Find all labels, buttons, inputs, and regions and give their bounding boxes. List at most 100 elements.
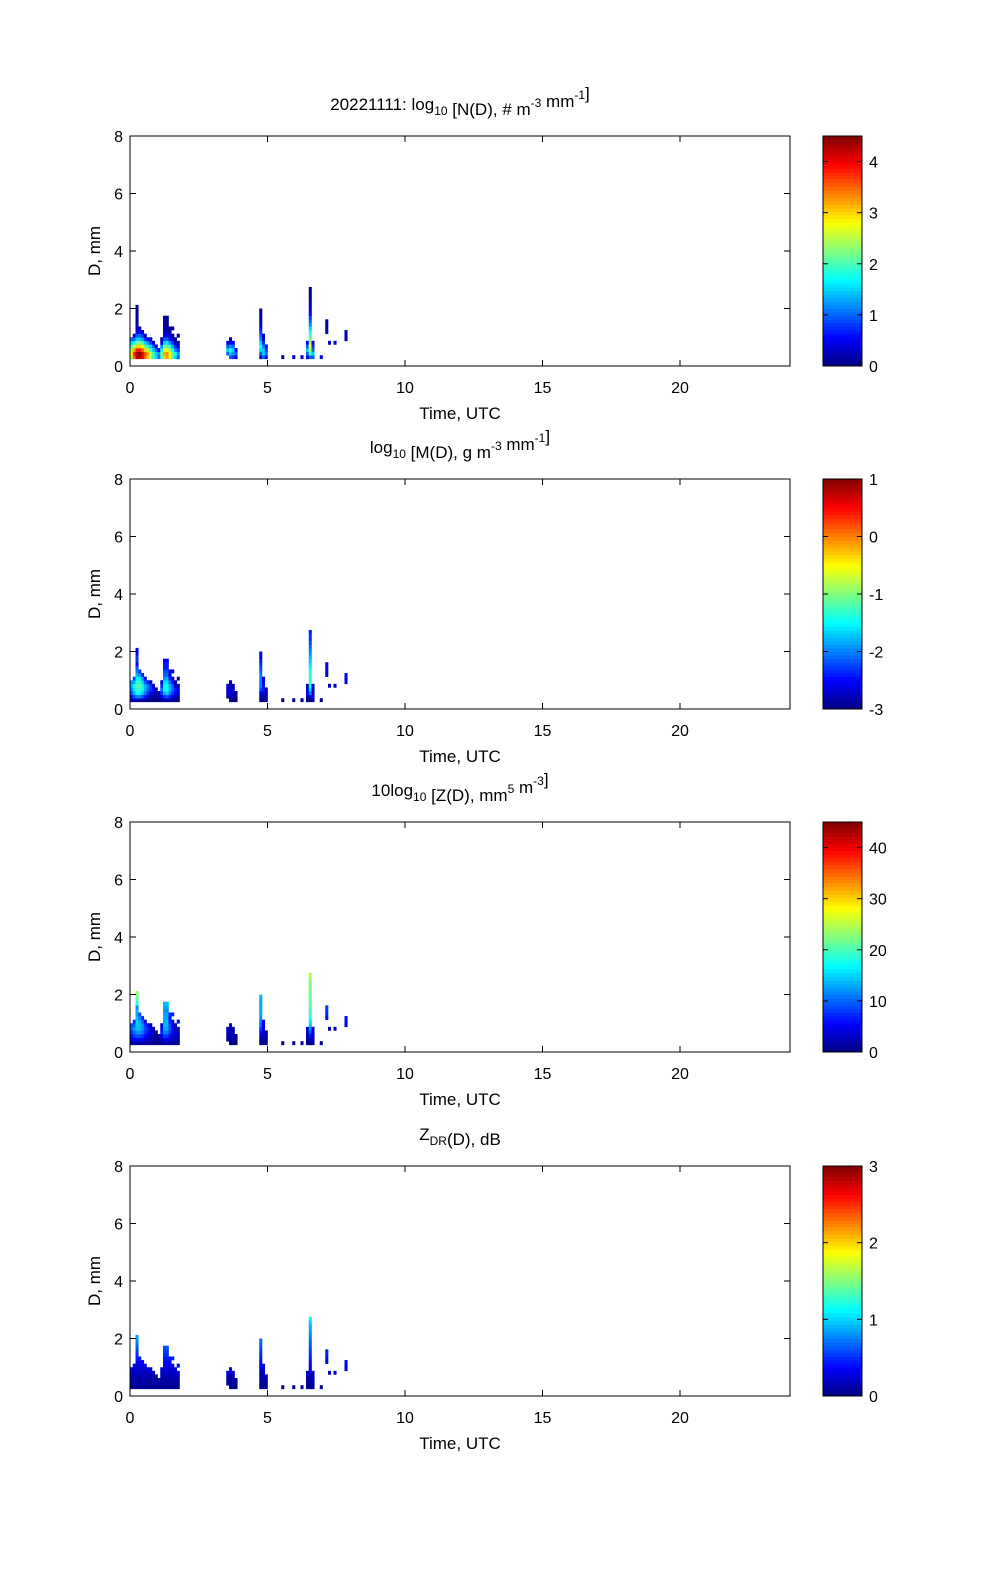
colorbar-segment: [823, 536, 862, 541]
colorbar-segment: [823, 301, 862, 306]
heatmap-cell: [163, 1023, 167, 1028]
heatmap-cell: [163, 1352, 167, 1357]
heatmap-cell: [262, 344, 266, 349]
heatmap-cell: [163, 1012, 167, 1017]
heatmap-cell: [311, 344, 315, 349]
heatmap-cell: [229, 698, 233, 703]
heatmap-cell: [259, 315, 263, 320]
heatmap-cell: [165, 1352, 169, 1357]
heatmap-cell: [138, 1370, 142, 1375]
heatmap-cell: [308, 980, 312, 985]
colorbar-segment: [823, 312, 862, 317]
heatmap-cell: [226, 1378, 230, 1382]
heatmap-cell: [171, 1026, 175, 1031]
heatmap-cell: [319, 355, 323, 360]
colorbar-segment: [823, 586, 862, 591]
heatmap-cell: [171, 669, 175, 674]
y-axis-label: D, mm: [85, 226, 104, 276]
colorbar-segment: [823, 1026, 862, 1031]
heatmap-cell: [135, 994, 139, 999]
colorbar-segment: [823, 1008, 862, 1013]
heatmap-cell: [308, 990, 312, 995]
colorbar-segment: [823, 1012, 862, 1017]
heatmap-cell: [229, 1026, 233, 1031]
colorbar-segment: [823, 655, 862, 660]
colorbar-segment: [823, 1001, 862, 1006]
x-tick-label: 5: [263, 1410, 272, 1427]
colorbar-segment: [823, 1209, 862, 1214]
colorbar-segment: [823, 1363, 862, 1368]
x-axis-label: Time, UTC: [419, 1090, 501, 1109]
colorbar-tick-label: 3: [869, 206, 878, 223]
heatmap-cell: [132, 1037, 136, 1042]
colorbar-segment: [823, 947, 862, 952]
colorbar-segment: [823, 1266, 862, 1271]
heatmap-cell: [135, 1026, 139, 1031]
heatmap-cell: [259, 348, 263, 352]
colorbar-segment: [823, 486, 862, 491]
colorbar-segment: [823, 662, 862, 667]
heatmap-cell: [168, 340, 172, 345]
x-axis-label: Time, UTC: [419, 1434, 501, 1453]
heatmap-cell: [163, 348, 167, 352]
heatmap-cell: [146, 1385, 150, 1390]
heatmap-cell: [152, 1041, 156, 1046]
heatmap-cell: [132, 344, 136, 349]
colorbar-segment: [823, 1270, 862, 1275]
heatmap-cell: [138, 1041, 142, 1046]
heatmap-cell: [165, 351, 169, 356]
heatmap-cell: [135, 673, 139, 677]
heatmap-cell: [311, 340, 315, 345]
heatmap-cell: [165, 683, 169, 688]
heatmap-cell: [157, 351, 161, 356]
colorbar-segment: [823, 940, 862, 945]
heatmap-cell: [141, 1363, 145, 1368]
heatmap-cell: [163, 330, 167, 334]
heatmap-cell: [132, 1378, 136, 1382]
heatmap-cell: [328, 340, 332, 345]
heatmap-cell: [160, 1367, 164, 1372]
heatmap-cell: [308, 1026, 312, 1031]
colorbar-segment: [823, 987, 862, 992]
heatmap-cell: [306, 698, 310, 703]
heatmap-cell: [138, 1019, 142, 1024]
heatmap-cell: [146, 1370, 150, 1375]
colorbar-segment: [823, 297, 862, 302]
heatmap-cell: [174, 1378, 178, 1382]
heatmap-cell: [308, 1381, 312, 1386]
y-tick-label: 0: [114, 1045, 123, 1062]
heatmap-cell: [154, 691, 158, 695]
heatmap-cell: [229, 1374, 233, 1379]
colorbar-segment: [823, 839, 862, 845]
x-tick-label: 20: [671, 1410, 689, 1427]
heatmap-cell: [165, 691, 169, 695]
colorbar-tick-label: 3: [869, 1159, 878, 1176]
colorbar-segment: [823, 215, 862, 220]
heatmap-cell: [135, 687, 139, 692]
colorbar-segment: [823, 222, 862, 227]
title-part: 10: [413, 790, 427, 804]
heatmap-cell: [262, 1034, 266, 1038]
heatmap-cell: [311, 1370, 315, 1375]
heatmap-cell: [165, 698, 169, 703]
heatmap-cell: [259, 319, 263, 324]
heatmap-cell: [344, 330, 348, 334]
heatmap-cell: [152, 1381, 156, 1386]
heatmap-cell: [234, 694, 238, 699]
heatmap-cell: [308, 1327, 312, 1332]
colorbar-segment: [823, 161, 862, 166]
heatmap-cell: [308, 322, 312, 327]
colorbar-segment: [823, 640, 862, 645]
colorbar-segment: [823, 1281, 862, 1286]
panel-title: ZDR(D), dB: [419, 1125, 501, 1149]
heatmap-cell: [262, 676, 266, 681]
heatmap-cell: [174, 1381, 178, 1386]
colorbar-segment: [823, 251, 862, 256]
title-part: log: [370, 438, 393, 457]
colorbar-segment: [823, 579, 862, 584]
heatmap-cell: [168, 1019, 172, 1024]
heatmap-cell: [141, 1374, 145, 1379]
heatmap-cell: [141, 1360, 145, 1364]
heatmap-cell: [163, 1378, 167, 1382]
heatmap-cell: [308, 290, 312, 295]
